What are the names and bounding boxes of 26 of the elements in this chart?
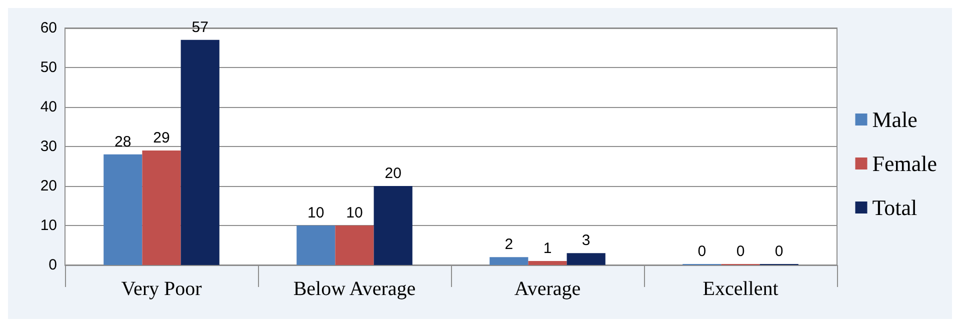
data-label: 57 xyxy=(192,18,208,36)
data-label: 28 xyxy=(114,133,132,150)
data-label: 20 xyxy=(384,165,402,182)
legend-label: Male xyxy=(872,107,918,132)
y-tick-label: 60 xyxy=(40,20,57,36)
y-tick-label: 20 xyxy=(40,178,57,194)
x-tick-label: Excellent xyxy=(702,278,779,300)
data-label: 10 xyxy=(308,204,324,222)
legend-label: Total xyxy=(872,195,918,220)
x-tick-label: Below Average xyxy=(293,278,416,300)
legend-label: Female xyxy=(872,151,938,176)
data-label: 0 xyxy=(698,243,706,260)
y-tick-label: 50 xyxy=(40,59,57,76)
data-label: 10 xyxy=(346,204,363,222)
data-label: 0 xyxy=(774,243,784,260)
data-label: 3 xyxy=(582,232,590,250)
x-tick-label: Average xyxy=(514,278,581,300)
y-tick-label: 10 xyxy=(40,217,57,234)
data-label: 2 xyxy=(504,236,514,254)
data-label: 0 xyxy=(736,243,745,260)
x-tick-label: Very Poor xyxy=(121,278,202,300)
data-label: 29 xyxy=(153,129,170,146)
y-tick-label: 30 xyxy=(40,138,57,155)
y-tick-label: 40 xyxy=(40,98,57,116)
y-tick-label: 0 xyxy=(48,256,57,274)
data-label: 1 xyxy=(543,240,552,258)
